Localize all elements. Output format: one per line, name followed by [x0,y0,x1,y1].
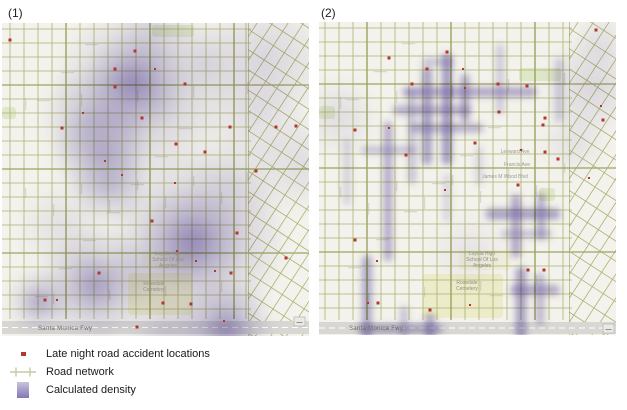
svg-text:School Of Los: School Of Los [466,257,498,263]
svg-text:Leeward Ave: Leeward Ave [501,149,530,155]
svg-text:Loyola High: Loyola High [469,251,496,257]
svg-text:Santa Monica Fwy: Santa Monica Fwy [349,326,403,332]
svg-text:Cemetery: Cemetery [456,286,478,292]
svg-text:Angeles: Angeles [473,263,492,269]
legend-item-label: Late night road accident locations [46,348,210,360]
svg-text:Francis Ave: Francis Ave [504,162,530,168]
svg-text:James M Wood Blvd: James M Wood Blvd [482,174,528,180]
map-panel-network-density: Loyola High School Of Los Angeles Rosedale C… [319,22,616,335]
panel-1-label: (1) [8,6,23,20]
legend-item-road-network: Road network [8,364,114,380]
panel-2-label: (2) [321,6,336,20]
svg-text:Angeles: Angeles [159,263,178,269]
accident-point-icon [8,352,38,356]
svg-text:School Of Los: School Of Los [152,257,184,263]
map-panel-kernel-density: Loyola High School Of Los Angeles Rosedale C… [2,23,309,336]
legend-item-accidents: Late night road accident locations [8,346,210,362]
legend-item-label: Road network [46,366,114,378]
svg-text:Cemetery: Cemetery [143,287,165,293]
legend-item-density: Calculated density [8,382,136,398]
svg-text:Santa Monica Fwy: Santa Monica Fwy [38,326,92,332]
road-network-icon [8,366,38,378]
svg-text:Rosedale: Rosedale [456,280,477,286]
legend-item-label: Calculated density [46,384,136,396]
svg-text:Loyola High: Loyola High [155,251,182,257]
svg-text:Rosedale: Rosedale [143,281,164,287]
density-swatch-icon [8,382,38,398]
